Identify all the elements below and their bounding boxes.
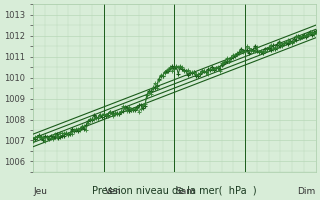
Text: Jeu: Jeu: [34, 187, 48, 196]
X-axis label: Pression niveau de la mer(  hPa  ): Pression niveau de la mer( hPa ): [92, 186, 257, 196]
Text: Ven: Ven: [105, 187, 121, 196]
Text: Sam: Sam: [175, 187, 196, 196]
Text: Dim: Dim: [298, 187, 316, 196]
